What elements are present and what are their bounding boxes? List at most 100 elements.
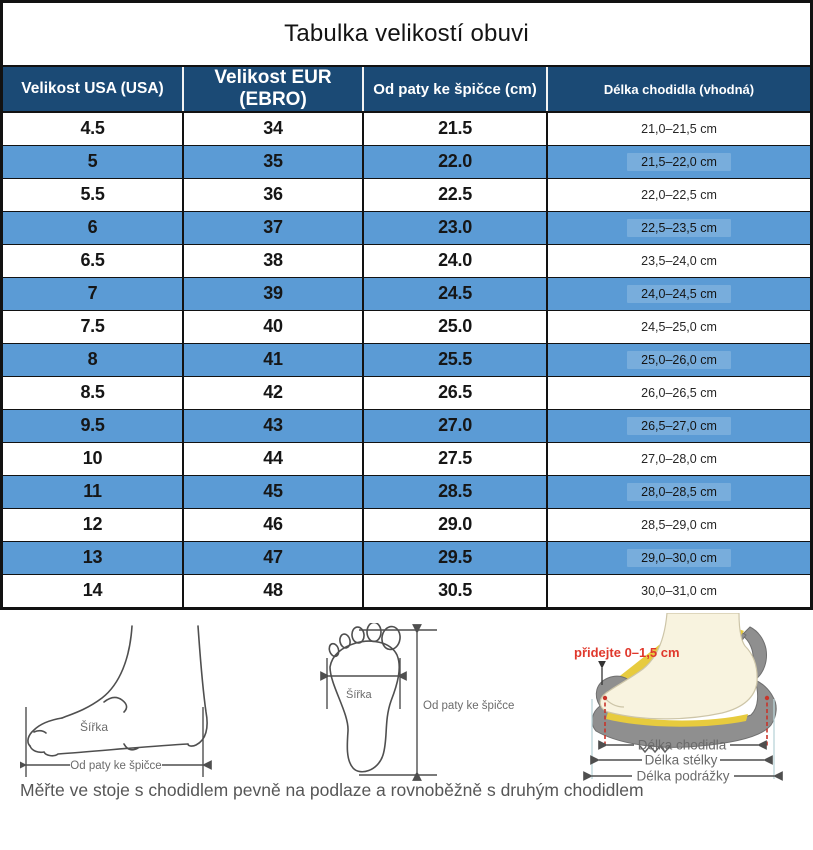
foot-length-cell: 28,5–29,0 cm: [546, 507, 810, 542]
heel-toe-cell: 22.0: [362, 144, 548, 179]
table-row: 11 45 28.5 28,0–28,5 cm: [3, 474, 810, 509]
usa-size-cell: 10: [3, 441, 184, 476]
table-header-row: Velikost USA (USA) Velikost EUR (EBRO) O…: [3, 67, 810, 113]
heel-toe-cell: 25.0: [362, 309, 548, 344]
table-row: 8.5 42 26.5 26,0–26,5 cm: [3, 375, 810, 410]
usa-size-cell: 13: [3, 540, 184, 575]
usa-size-cell: 7.5: [3, 309, 184, 344]
foot-length-cell: 26,0–26,5 cm: [546, 375, 810, 410]
size-table-body: 4.5 34 21.5 21,0–21,5 cm 5 35 22.0 21,5–22,0 cm…: [3, 111, 810, 607]
table-row: 5 35 22.0 21,5–22,0 cm: [3, 144, 810, 179]
heel-toe-cell: 29.5: [362, 540, 548, 575]
foot-length-value: 21,0–21,5 cm: [641, 121, 717, 136]
heel-toe-cell: 25.5: [362, 342, 548, 377]
foot-length-value: 28,5–29,0 cm: [641, 517, 717, 532]
top-foot-diagram: Šířka Od paty ke špičce: [320, 623, 514, 781]
page-title: Tabulka velikostí obuvi: [3, 3, 810, 67]
heel-toe-cell: 28.5: [362, 474, 548, 509]
table-row: 14 48 30.5 30,0–31,0 cm: [3, 573, 810, 607]
foot-length-arrow-label: Délka chodidla: [638, 738, 727, 753]
table-row: 6.5 38 24.0 23,5–24,0 cm: [3, 243, 810, 278]
column-header-usa: Velikost USA (USA): [3, 67, 183, 113]
eur-size-cell: 38: [182, 243, 364, 278]
heel-toe-cell: 24.5: [362, 276, 548, 311]
foot-length-value: 25,0–26,0 cm: [627, 350, 731, 369]
eur-size-cell: 35: [182, 144, 364, 179]
side-foot-width-label: Šířka: [80, 719, 108, 734]
column-header-eur: Velikost EUR (EBRO): [182, 67, 363, 113]
table-row: 13 47 29.5 29,0–30,0 cm: [3, 540, 810, 575]
eur-size-cell: 45: [182, 474, 364, 509]
shoe-cutaway-diagram: přidejte 0–1,5 cm Délka chodidla Délka s…: [574, 613, 783, 784]
foot-length-cell: 29,0–30,0 cm: [546, 540, 810, 575]
foot-length-value: 24,0–24,5 cm: [627, 284, 731, 303]
table-row: 10 44 27.5 27,0–28,0 cm: [3, 441, 810, 476]
usa-size-cell: 8.5: [3, 375, 184, 410]
heel-toe-cell: 27.0: [362, 408, 548, 443]
footprint-outline-icon: [328, 623, 401, 773]
foot-length-value: 27,0–28,0 cm: [641, 451, 717, 466]
foot-length-value: 21,5–22,0 cm: [627, 152, 731, 171]
eur-size-cell: 41: [182, 342, 364, 377]
foot-length-value: 22,5–23,5 cm: [627, 218, 731, 237]
table-row: 7.5 40 25.0 24,5–25,0 cm: [3, 309, 810, 344]
size-table: Velikost USA (USA) Velikost EUR (EBRO) O…: [3, 67, 810, 607]
side-foot-diagram: Od paty ke špičce Šířka: [20, 625, 212, 777]
eur-size-cell: 44: [182, 441, 364, 476]
measurement-instruction: Měřte ve stoje s chodidlem pevně na podl…: [20, 780, 644, 800]
table-row: 5.5 36 22.5 22,0–22,5 cm: [3, 177, 810, 212]
table-row: 4.5 34 21.5 21,0–21,5 cm: [3, 111, 810, 146]
eur-size-cell: 47: [182, 540, 364, 575]
eur-size-cell: 37: [182, 210, 364, 245]
add-allowance-label: přidejte 0–1,5 cm: [574, 645, 680, 660]
heel-toe-cell: 21.5: [362, 111, 548, 146]
foot-length-value: 23,5–24,0 cm: [641, 253, 717, 268]
foot-length-cell: 26,5–27,0 cm: [546, 408, 810, 443]
measurement-figures: Od paty ke špičce Šířka Šířka Od paty ke…: [0, 610, 813, 850]
heel-toe-cell: 23.0: [362, 210, 548, 245]
eur-size-cell: 48: [182, 573, 364, 607]
eur-size-cell: 42: [182, 375, 364, 410]
top-foot-length-label: Od paty ke špičce: [423, 700, 514, 712]
foot-length-cell: 24,0–24,5 cm: [546, 276, 810, 311]
heel-toe-cell: 24.0: [362, 243, 548, 278]
eur-size-cell: 39: [182, 276, 364, 311]
top-foot-width-label: Šířka: [346, 688, 373, 701]
heel-toe-cell: 22.5: [362, 177, 548, 212]
foot-length-cell: 22,0–22,5 cm: [546, 177, 810, 212]
eur-size-cell: 43: [182, 408, 364, 443]
shoe-illustration-icon: [591, 613, 777, 754]
foot-length-value: 28,0–28,5 cm: [627, 482, 731, 501]
usa-size-cell: 7: [3, 276, 184, 311]
table-row: 6 37 23.0 22,5–23,5 cm: [3, 210, 810, 245]
foot-length-value: 24,5–25,0 cm: [641, 319, 717, 334]
eur-size-cell: 34: [182, 111, 364, 146]
foot-length-value: 22,0–22,5 cm: [641, 187, 717, 202]
usa-size-cell: 6: [3, 210, 184, 245]
usa-size-cell: 5: [3, 144, 184, 179]
foot-length-cell: 24,5–25,0 cm: [546, 309, 810, 344]
foot-length-value: 29,0–30,0 cm: [627, 548, 731, 567]
eur-size-cell: 36: [182, 177, 364, 212]
insole-length-arrow-label: Délka stélky: [645, 753, 718, 768]
usa-size-cell: 4.5: [3, 111, 184, 146]
foot-length-cell: 30,0–31,0 cm: [546, 573, 810, 607]
usa-size-cell: 9.5: [3, 408, 184, 443]
side-foot-length-label: Od paty ke špičce: [70, 760, 161, 772]
heel-toe-cell: 26.5: [362, 375, 548, 410]
usa-size-cell: 14: [3, 573, 184, 607]
table-row: 7 39 24.5 24,0–24,5 cm: [3, 276, 810, 311]
foot-length-cell: 23,5–24,0 cm: [546, 243, 810, 278]
heel-toe-cell: 27.5: [362, 441, 548, 476]
eur-size-cell: 46: [182, 507, 364, 542]
usa-size-cell: 6.5: [3, 243, 184, 278]
usa-size-cell: 5.5: [3, 177, 184, 212]
usa-size-cell: 11: [3, 474, 184, 509]
foot-length-cell: 28,0–28,5 cm: [546, 474, 810, 509]
usa-size-cell: 12: [3, 507, 184, 542]
foot-length-cell: 27,0–28,0 cm: [546, 441, 810, 476]
foot-length-cell: 22,5–23,5 cm: [546, 210, 810, 245]
side-foot-outline-icon: [27, 625, 208, 757]
eur-size-cell: 40: [182, 309, 364, 344]
column-header-foot-length: Délka chodidla (vhodná): [546, 67, 810, 113]
